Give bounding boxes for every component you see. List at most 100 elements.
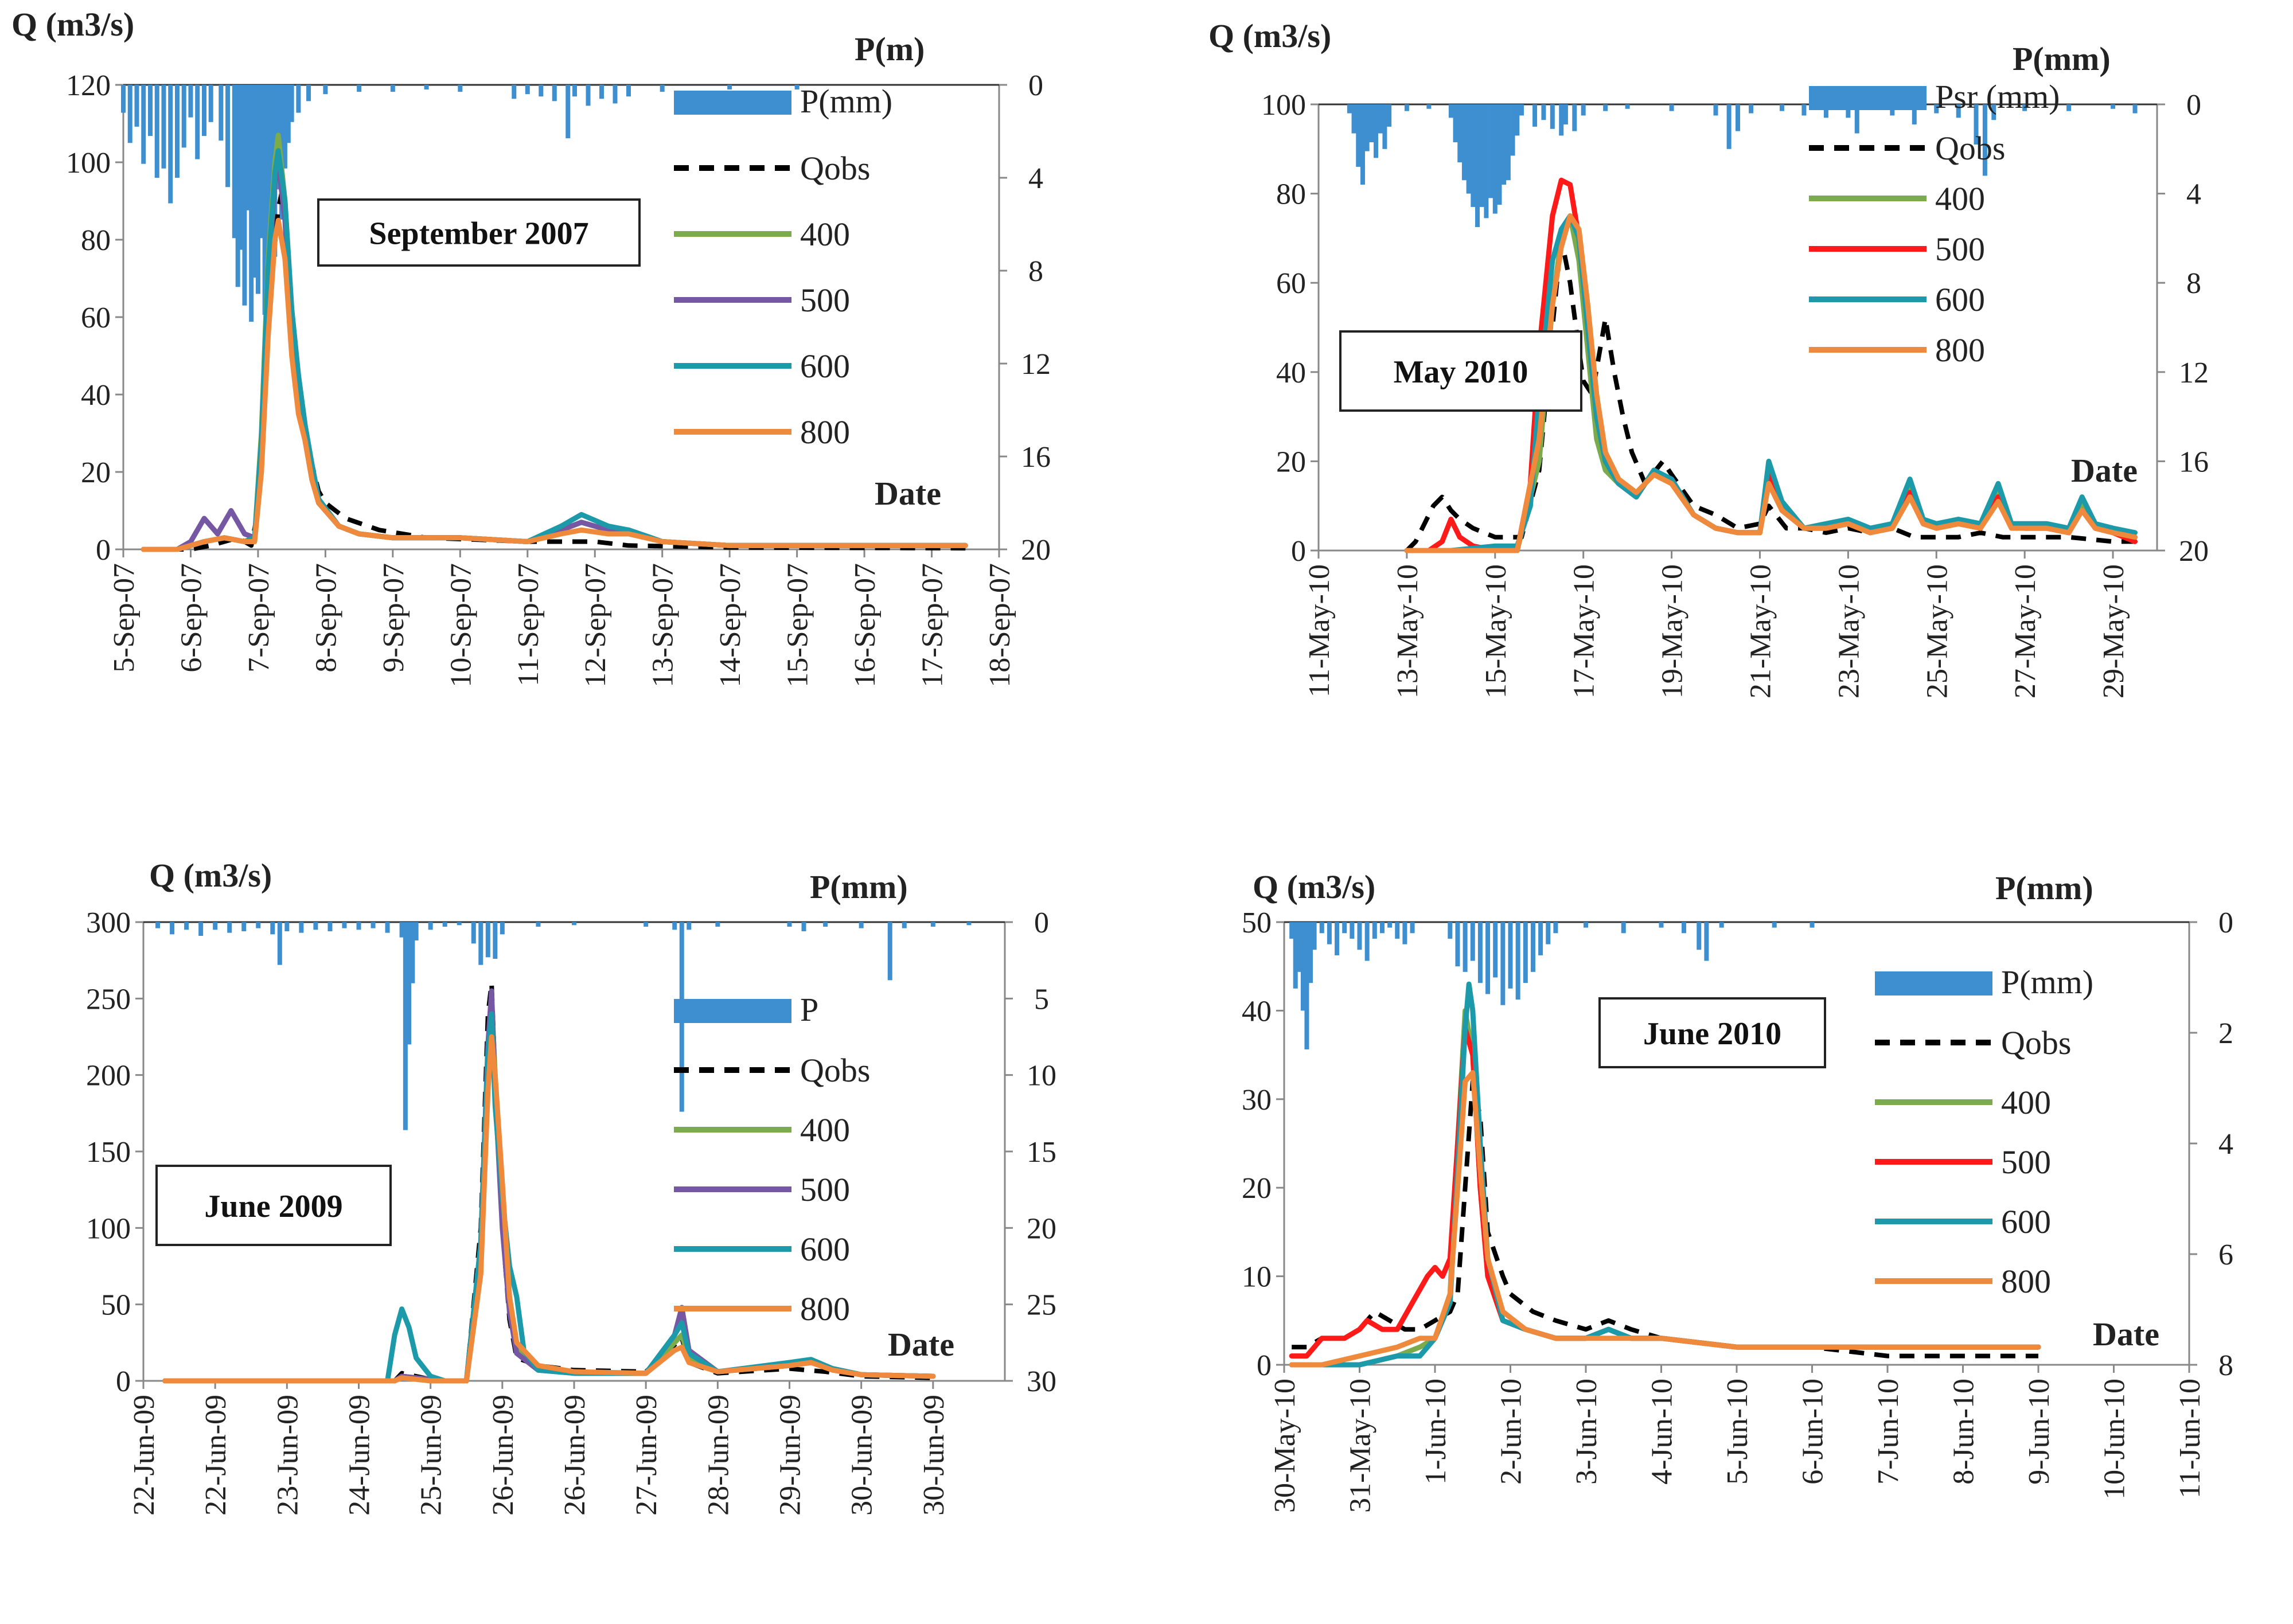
- y-tick-label: 80: [81, 224, 111, 257]
- rain-bar: [1364, 922, 1370, 961]
- legend-label-400: 400: [2001, 1084, 2051, 1121]
- x-tick-label: 5-Sep-07: [108, 563, 141, 673]
- rain-bar: [1854, 104, 1859, 134]
- y2-tick-label: 15: [1027, 1136, 1056, 1169]
- legend-label-qobs: Qobs: [800, 1052, 870, 1089]
- rain-bar: [1697, 922, 1702, 950]
- rain-bar: [1351, 104, 1356, 134]
- rain-bar: [1532, 104, 1538, 127]
- rain-bar: [2111, 104, 2116, 109]
- rain-bar: [572, 85, 577, 97]
- rain-bar: [371, 922, 376, 928]
- x-tick-label: 17-May-10: [1568, 564, 1601, 698]
- rain-bar: [1293, 922, 1298, 989]
- rain-bar: [1471, 104, 1476, 207]
- rain-bar: [1289, 922, 1294, 939]
- rain-bar: [1466, 104, 1471, 194]
- y-tick-label: 50: [101, 1289, 131, 1322]
- legend-label-800: 800: [2001, 1263, 2051, 1300]
- x-tick-label: 25-May-10: [1921, 564, 1953, 698]
- x-tick-label: 11-Sep-07: [512, 563, 545, 686]
- rain-bar: [1523, 922, 1528, 983]
- legend-label-qobs: Qobs: [1935, 130, 2005, 167]
- y2-tick-label: 6: [2218, 1239, 2233, 1271]
- rain-bar: [1553, 922, 1558, 934]
- rain-bar: [1369, 104, 1374, 143]
- rain-bar: [289, 85, 294, 122]
- x-tick-label: 31-May-10: [1344, 1379, 1377, 1513]
- x-tick-label: 4-Jun-10: [1646, 1379, 1679, 1485]
- rain-bar: [1625, 104, 1630, 109]
- legend-swatch-rain: [674, 999, 791, 1023]
- rain-bar: [1479, 104, 1484, 207]
- x-tick-label: 30-Jun-09: [918, 1395, 950, 1516]
- y2-tick-label: 20: [2179, 535, 2209, 568]
- rain-bar: [1541, 104, 1546, 120]
- rain-bar: [201, 85, 206, 136]
- rain-bar: [1515, 104, 1520, 136]
- rain-bar: [672, 922, 677, 930]
- y-tick-label: 0: [1291, 535, 1306, 568]
- rain-bar: [442, 922, 447, 927]
- chart-title: September 2007: [369, 216, 588, 252]
- rain-bar: [1410, 922, 1415, 934]
- y2-tick-label: 5: [1034, 983, 1049, 1016]
- rain-bar: [155, 922, 161, 928]
- rain-bar: [235, 85, 240, 287]
- rain-bar: [525, 85, 530, 95]
- rain-bar: [208, 85, 213, 122]
- x-tick-label: 8-Sep-07: [310, 563, 342, 673]
- rain-bar: [1455, 922, 1460, 967]
- rain-bar: [458, 85, 463, 92]
- rain-bar: [823, 922, 828, 927]
- rain-bar: [1404, 104, 1409, 111]
- y2-axis-title: P(m): [855, 30, 925, 68]
- y2-tick-label: 2: [2218, 1017, 2233, 1050]
- rain-bar: [269, 85, 274, 220]
- rain-bar: [1357, 922, 1362, 950]
- rain-bar: [512, 85, 517, 99]
- series-line-500: [1289, 1025, 2041, 1359]
- title-box: [317, 198, 641, 267]
- y-tick-label: 0: [96, 534, 111, 567]
- rain-bar: [1463, 922, 1468, 972]
- legend-label-400: 400: [1935, 180, 1985, 217]
- rain-bar: [256, 922, 261, 928]
- x-tick-label: 6-Sep-07: [175, 563, 208, 673]
- rain-bar: [1572, 104, 1577, 131]
- rain-bar: [1372, 922, 1377, 939]
- y-tick-label: 0: [116, 1365, 131, 1398]
- y2-tick-label: 0: [1034, 907, 1049, 939]
- y2-axis-title: P(mm): [2013, 40, 2111, 77]
- rain-bar: [1364, 104, 1370, 151]
- rain-bar: [259, 85, 264, 239]
- rain-bar: [262, 85, 267, 315]
- legend-label-rain: P(mm): [2001, 963, 2093, 1001]
- rain-bar: [1515, 922, 1520, 1000]
- rain-bar: [1726, 104, 1732, 149]
- rain-bar: [1719, 922, 1724, 928]
- rain-bar: [1387, 922, 1393, 928]
- title-box: [155, 1165, 392, 1246]
- x-tick-label: 10-Sep-07: [444, 563, 477, 688]
- rain-bar: [1493, 922, 1498, 978]
- legend-label-400: 400: [800, 1111, 850, 1149]
- x-tick-label: 30-Jun-09: [846, 1395, 879, 1516]
- rain-bar: [1659, 922, 1664, 928]
- rain-bar: [1991, 104, 1996, 120]
- rain-bar: [1502, 104, 1507, 185]
- legend-label-qobs: Qobs: [2001, 1024, 2071, 1061]
- y2-tick-label: 4: [2186, 178, 2201, 211]
- series-line-800: [1289, 1070, 2041, 1368]
- y-tick-label: 100: [1261, 89, 1306, 122]
- x-tick-label: 28-Jun-09: [702, 1395, 735, 1516]
- rain-bar: [385, 922, 390, 933]
- chart-title: June 2009: [204, 1189, 342, 1224]
- rain-bar: [225, 85, 231, 188]
- rain-bar: [1559, 104, 1564, 136]
- series-line-800: [141, 217, 968, 552]
- rain-bar: [859, 922, 864, 928]
- rain-bar: [213, 922, 218, 930]
- x-tick-label: 9-Jun-10: [2023, 1379, 2056, 1485]
- rain-bar: [1300, 922, 1305, 1011]
